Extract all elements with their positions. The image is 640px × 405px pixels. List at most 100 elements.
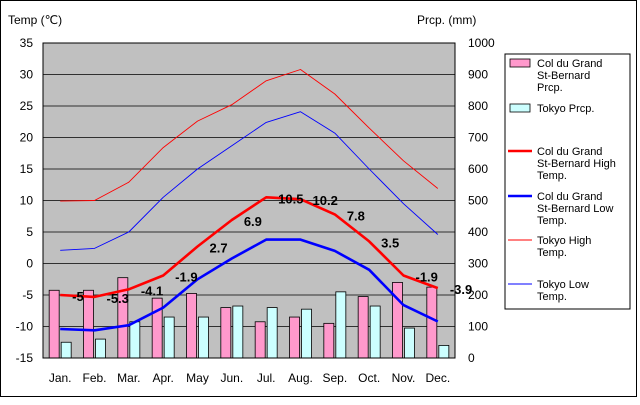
right-tick-label: 500: [468, 194, 488, 208]
x-tick-label: Jan.: [49, 371, 72, 385]
right-tick-label: 1000: [468, 36, 495, 50]
x-axis-ticks: Jan. Feb. Mar. Apr. May Jun. Jul. Aug. Sep. Oct. N…: [49, 371, 450, 385]
right-tick-label: 300: [468, 257, 488, 271]
plot-border: [42, 42, 456, 359]
left-tick-label: -5: [22, 288, 33, 302]
data-label: 10.2: [313, 193, 338, 208]
bar-col-du-grand-prcp: [289, 316, 300, 359]
legend-swatch-bar: [509, 58, 531, 68]
data-label: 10.5: [278, 191, 303, 206]
left-tick-label: 25: [20, 99, 34, 113]
line-tokyo-low-temp: [60, 111, 439, 251]
right-tick-label: 200: [468, 288, 488, 302]
bar-col-du-grand-prcp: [426, 286, 438, 359]
x-tick-label: Aug.: [288, 371, 313, 385]
legend-label: Temp.: [537, 291, 567, 303]
bar-tokyo-prcp: [301, 308, 312, 359]
legend-label: Col du Grand: [537, 146, 602, 158]
right-tick-label: 800: [468, 99, 488, 113]
data-label: -5.3: [107, 291, 129, 306]
x-tick-label: Dec.: [425, 371, 450, 385]
line-tokyo-high-temp: [60, 69, 439, 202]
left-tick-label: -10: [16, 320, 34, 334]
right-tick-label: 900: [468, 68, 488, 82]
left-tick-label: 10: [20, 194, 34, 208]
legend-label: Col du Grand: [537, 58, 602, 70]
lines: [60, 69, 439, 332]
bar-col-du-grand-prcp: [151, 297, 163, 359]
bar-col-du-grand-prcp: [323, 322, 335, 359]
bar-tokyo-prcp: [404, 327, 415, 359]
data-label: -4.1: [141, 283, 163, 298]
left-tick-label: 5: [26, 225, 33, 239]
data-label: 6.9: [244, 214, 262, 229]
left-tick-label: 15: [20, 162, 34, 176]
bar-tokyo-prcp: [95, 338, 106, 359]
data-label: 2.7: [210, 240, 228, 255]
data-label: 7.8: [347, 208, 365, 223]
bar-tokyo-prcp: [232, 305, 244, 359]
left-tick-label: -15: [16, 351, 34, 365]
x-tick-label: Oct.: [358, 371, 380, 385]
right-tick-label: 600: [468, 162, 488, 176]
bar-tokyo-prcp: [129, 321, 141, 359]
legend-label: Tokyo High: [537, 235, 591, 247]
bar-tokyo-prcp: [60, 341, 72, 359]
data-label: -5: [72, 289, 84, 304]
data-label: 3.5: [381, 235, 399, 250]
legend-swatch-bar: [509, 103, 531, 113]
bar-tokyo-prcp: [163, 316, 175, 359]
bar-col-du-grand-prcp: [254, 321, 266, 359]
left-tick-label: 0: [26, 257, 33, 271]
legend-box: [504, 53, 631, 310]
legend-label: Temp.: [537, 215, 567, 227]
left-tick-label: 35: [20, 36, 34, 50]
legend-label: Temp.: [537, 170, 567, 182]
legend-label: Prcp.: [537, 82, 563, 94]
legend-label: Temp.: [537, 247, 567, 259]
bar-col-du-grand-prcp: [357, 296, 369, 359]
x-tick-label: Sep.: [322, 371, 347, 385]
bar-col-du-grand-prcp: [186, 293, 197, 359]
right-tick-label: 0: [468, 351, 475, 365]
left-axis-ticks: 35 30 25 20 15 10 5 0 -5 -10 -15: [16, 36, 34, 365]
x-tick-label: Feb.: [82, 371, 106, 385]
x-tick-label: Apr.: [152, 371, 173, 385]
left-axis-label: Temp (℃): [8, 13, 62, 27]
bar-col-du-grand-prcp: [83, 289, 94, 359]
x-tick-label: May: [186, 371, 209, 385]
legend-label: St-Bernard Low: [537, 203, 613, 215]
data-label: -1.9: [175, 269, 197, 284]
line-col-du-grand-high-temp: [60, 196, 439, 299]
bar-tokyo-prcp: [369, 305, 381, 359]
right-axis-label: Prcp. (mm): [417, 13, 476, 27]
legend-label: Tokyo Low: [537, 279, 589, 291]
legend-label: Tokyo Prcp.: [537, 103, 594, 115]
left-tick-label: 30: [20, 68, 34, 82]
x-tick-label: Mar.: [117, 371, 140, 385]
bar-col-du-grand-prcp: [48, 289, 60, 359]
data-label: -1.9: [416, 269, 438, 284]
bar-tokyo-prcp: [198, 316, 209, 359]
right-tick-label: 700: [468, 131, 488, 145]
bar-tokyo-prcp: [438, 344, 450, 359]
x-tick-label: Nov.: [392, 371, 416, 385]
x-tick-label: Jun.: [220, 371, 243, 385]
data-labels: -5 -5.3-4.1-1.92.76.910.5 10.27.83.5-1.9-3…: [72, 191, 472, 306]
left-tick-label: 20: [20, 131, 34, 145]
legend-label: St-Bernard: [537, 70, 590, 82]
line-col-du-grand-low-temp: [60, 238, 439, 332]
bar-col-du-grand-prcp: [220, 307, 232, 359]
legend-label: St-Bernard High: [537, 158, 616, 170]
right-tick-label: 100: [468, 320, 488, 334]
x-tick-label: Jul.: [257, 371, 276, 385]
legend-label: Col du Grand: [537, 191, 602, 203]
bar-tokyo-prcp: [266, 307, 278, 359]
bars: [48, 277, 450, 359]
right-tick-label: 400: [468, 225, 488, 239]
bar-tokyo-prcp: [335, 291, 347, 359]
